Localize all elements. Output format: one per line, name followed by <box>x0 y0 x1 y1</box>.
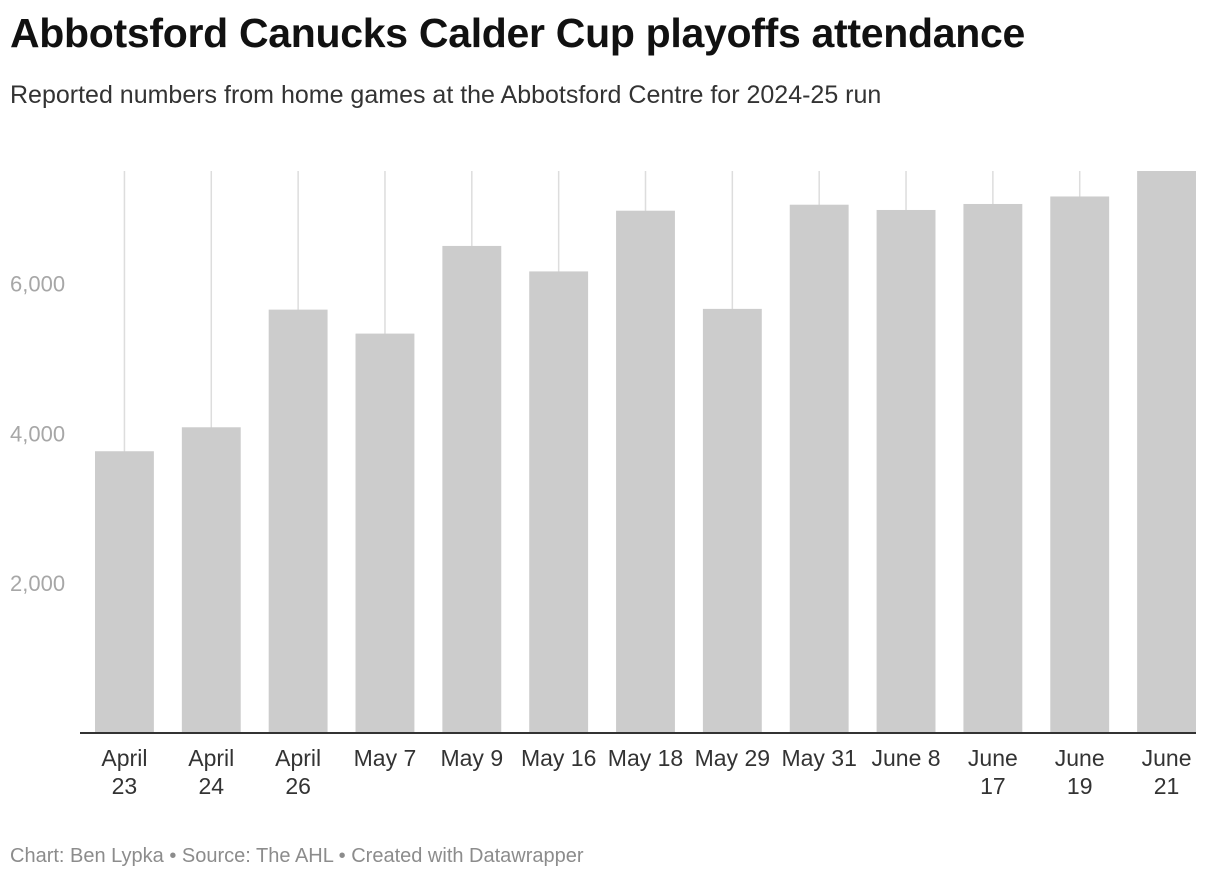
x-tick-label: April 26 <box>275 745 321 799</box>
x-tick-label: April 23 <box>101 745 147 799</box>
chart-title: Abbotsford Canucks Calder Cup playoffs a… <box>10 10 1026 56</box>
chart-footer: Chart: Ben Lypka • Source: The AHL • Cre… <box>10 845 584 867</box>
y-axis-ticks: 2,000 4,000 6,000 <box>10 271 65 596</box>
bar <box>876 209 936 733</box>
bar <box>95 451 154 733</box>
chart-subtitle: Reported numbers from home games at the … <box>10 81 882 109</box>
bar <box>355 333 415 733</box>
bar <box>1050 196 1110 733</box>
x-tick-label: May 16 <box>521 745 596 771</box>
x-tick-label: April 24 <box>188 745 234 799</box>
x-tick-label: May 7 <box>354 745 417 771</box>
x-tick-label: May 31 <box>781 745 856 771</box>
y-tick-label: 2,000 <box>10 571 65 596</box>
y-tick-label: 4,000 <box>10 421 65 446</box>
x-axis-labels: April 23 April 24 April 26 May 7 May 9 May 16 May… <box>101 745 1191 799</box>
bar <box>616 210 675 733</box>
bar <box>529 271 589 733</box>
bar <box>789 204 849 734</box>
bar <box>181 427 241 733</box>
x-tick-label: May 18 <box>608 745 683 771</box>
y-tick-label: 6,000 <box>10 271 65 296</box>
bar <box>442 245 502 733</box>
x-tick-label: June 21 <box>1142 745 1192 799</box>
x-tick-label: May 9 <box>440 745 503 771</box>
x-tick-label: June 8 <box>871 745 940 771</box>
x-tick-label: June 19 <box>1055 745 1105 799</box>
bar <box>963 203 1023 733</box>
bar <box>268 309 328 733</box>
bar <box>702 308 762 733</box>
x-tick-label: June 17 <box>968 745 1018 799</box>
bar <box>1137 171 1196 733</box>
x-tick-label: May 29 <box>695 745 770 771</box>
bars <box>95 171 1196 734</box>
